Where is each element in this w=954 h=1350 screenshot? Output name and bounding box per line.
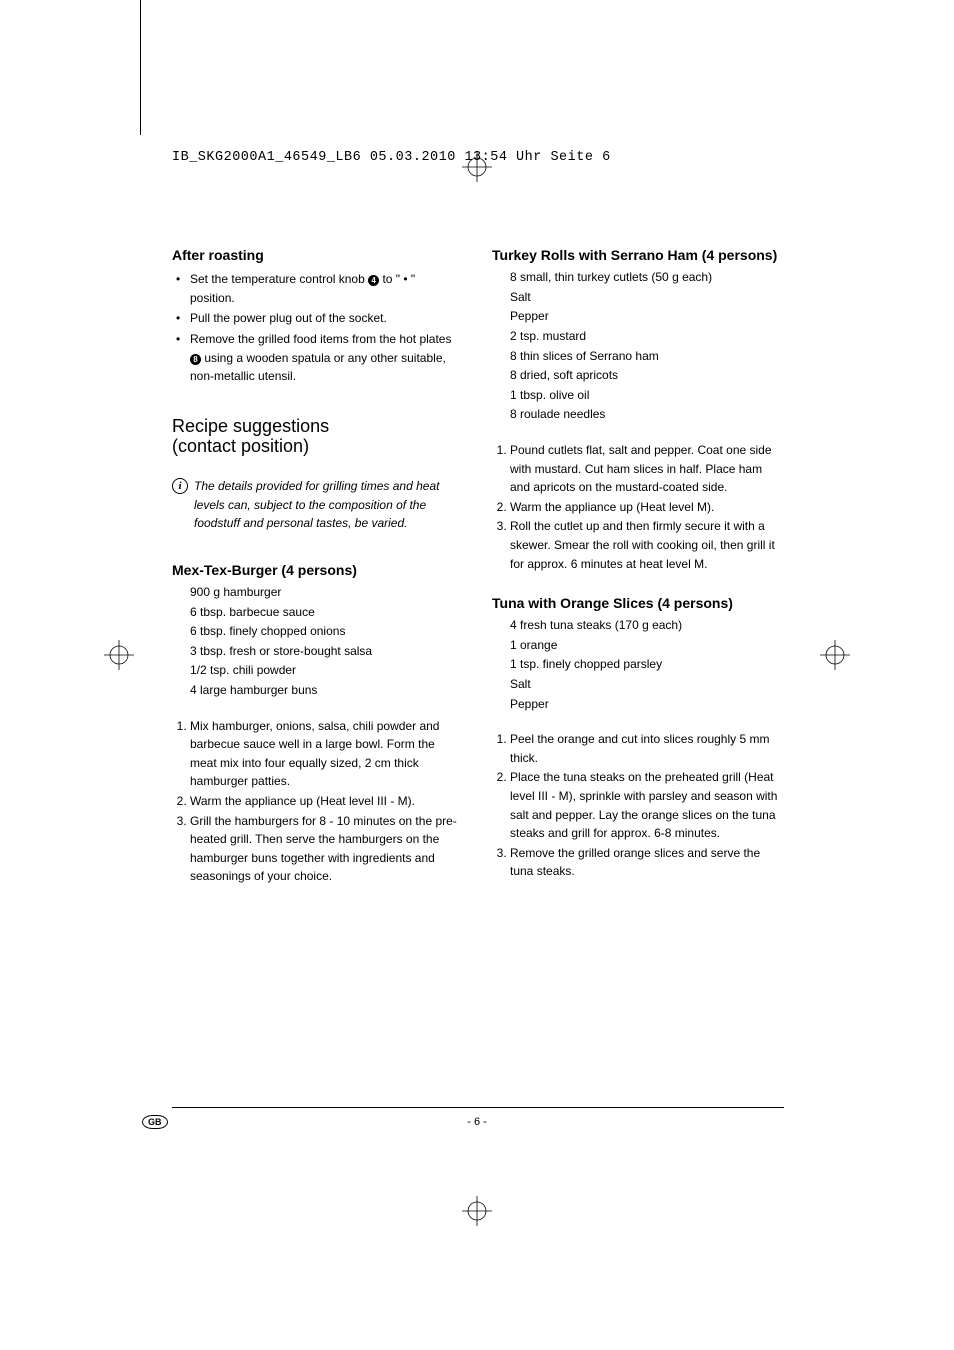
step-item: Mix hamburger, onions, salsa, chili powd… — [190, 717, 462, 791]
footer-rule — [172, 1107, 784, 1108]
ingredient-item: 1/2 tsp. chili powder — [190, 661, 462, 680]
ingredient-item: 8 thin slices of Serrano ham — [510, 347, 782, 366]
list-item: Set the temperature control knob 4 to " … — [172, 270, 462, 307]
list-item: Remove the grilled food items from the h… — [172, 330, 462, 386]
ingredient-item: 1 tsp. finely chopped parsley — [510, 655, 782, 674]
ingredient-item: 6 tbsp. barbecue sauce — [190, 603, 462, 622]
turkey-steps: Pound cutlets flat, salt and pepper. Coa… — [492, 441, 782, 573]
left-column: After roasting Set the temperature contr… — [172, 246, 462, 887]
ingredient-item: Pepper — [510, 307, 782, 326]
register-mark-bottom — [462, 1196, 492, 1231]
ingredient-item: 3 tbsp. fresh or store-bought salsa — [190, 642, 462, 661]
heading-turkey-rolls: Turkey Rolls with Serrano Ham (4 persons… — [492, 246, 782, 264]
ingredient-item: 4 large hamburger buns — [190, 681, 462, 700]
heading-after-roasting: After roasting — [172, 246, 462, 264]
step-item: Warm the appliance up (Heat level M). — [510, 498, 782, 517]
step-item: Grill the hamburgers for 8 - 10 minutes … — [190, 812, 462, 886]
step-item: Warm the appliance up (Heat level III - … — [190, 792, 462, 811]
info-note: i The details provided for grilling time… — [172, 477, 462, 533]
ingredient-item: 8 small, thin turkey cutlets (50 g each) — [510, 268, 782, 287]
heading-tuna: Tuna with Orange Slices (4 persons) — [492, 594, 782, 612]
ingredient-item: 4 fresh tuna steaks (170 g each) — [510, 616, 782, 635]
ingredient-item: Salt — [510, 288, 782, 307]
mex-ingredients: 900 g hamburger 6 tbsp. barbecue sauce 6… — [172, 583, 462, 700]
step-item: Place the tuna steaks on the preheated g… — [510, 768, 782, 842]
after-roasting-list: Set the temperature control knob 4 to " … — [172, 270, 462, 386]
ref-marker-8-icon: 8 — [190, 354, 201, 365]
mex-steps: Mix hamburger, onions, salsa, chili powd… — [172, 717, 462, 886]
ingredient-item: 6 tbsp. finely chopped onions — [190, 622, 462, 641]
ref-marker-4-icon: 4 — [368, 275, 379, 286]
ingredient-item: 8 dried, soft apricots — [510, 366, 782, 385]
register-mark-right — [820, 640, 850, 675]
step-item: Pound cutlets flat, salt and pepper. Coa… — [510, 441, 782, 497]
region-badge: GB — [142, 1115, 168, 1129]
ingredient-item: Salt — [510, 675, 782, 694]
ingredient-item: 1 orange — [510, 636, 782, 655]
turkey-ingredients: 8 small, thin turkey cutlets (50 g each)… — [492, 268, 782, 424]
ingredient-item: 8 roulade needles — [510, 405, 782, 424]
ingredient-item: 1 tbsp. olive oil — [510, 386, 782, 405]
step-item: Remove the grilled orange slices and ser… — [510, 844, 782, 881]
right-column: Turkey Rolls with Serrano Ham (4 persons… — [492, 246, 782, 887]
print-header-line: IB_SKG2000A1_46549_LB6 05.03.2010 13:54 … — [172, 150, 611, 165]
page-root: IB_SKG2000A1_46549_LB6 05.03.2010 13:54 … — [0, 0, 954, 1350]
tuna-ingredients: 4 fresh tuna steaks (170 g each) 1 orang… — [492, 616, 782, 713]
step-item: Peel the orange and cut into slices roug… — [510, 730, 782, 767]
ingredient-item: 2 tsp. mustard — [510, 327, 782, 346]
heading-recipe-suggestions-1: Recipe suggestions — [172, 416, 462, 437]
content-area: After roasting Set the temperature contr… — [172, 246, 784, 887]
step-item: Roll the cutlet up and then firmly secur… — [510, 517, 782, 573]
info-note-text: The details provided for grilling times … — [194, 479, 439, 530]
list-item: Pull the power plug out of the socket. — [172, 309, 462, 328]
ingredient-item: 900 g hamburger — [190, 583, 462, 602]
ingredient-item: Pepper — [510, 695, 782, 714]
info-icon: i — [172, 478, 188, 494]
heading-recipe-suggestions-2: (contact position) — [172, 436, 462, 457]
tuna-steps: Peel the orange and cut into slices roug… — [492, 730, 782, 881]
heading-mex-tex: Mex-Tex-Burger (4 persons) — [172, 561, 462, 579]
register-mark-left — [104, 640, 134, 675]
